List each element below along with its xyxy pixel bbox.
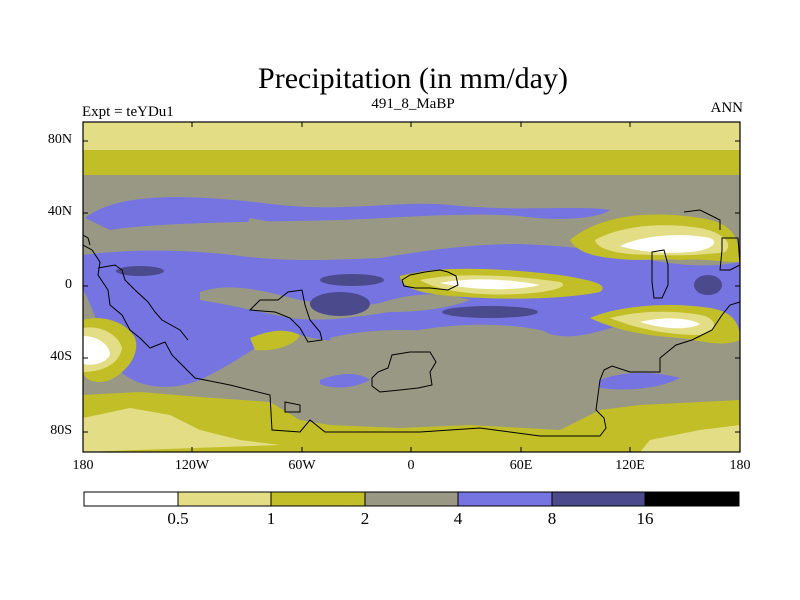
colorbar-swatch-5 (551, 491, 646, 507)
coastline-atlantic-island (248, 289, 323, 343)
lon-label-120e: 120E (615, 458, 645, 473)
contour-dark-1 (116, 266, 164, 276)
coastline-asia-peninsula (651, 249, 669, 299)
lat-label-0: 0 (65, 277, 72, 292)
colorbar-label-16: 16 (636, 509, 654, 528)
coastline-south (83, 244, 740, 437)
contour-asia-lt05 (620, 235, 715, 253)
colorbar-label-2: 2 (360, 509, 370, 528)
colorbar-label-1: 1 (266, 509, 276, 528)
lon-label-120w: 120W (174, 458, 210, 473)
lat-label-80n: 80N (47, 132, 72, 147)
land-outlines (83, 209, 740, 437)
contour-blue-patch-south-2 (320, 374, 370, 388)
colorbar-swatch-1 (177, 491, 272, 507)
coastline-edge (83, 234, 91, 246)
contour-nh-storm-track (85, 197, 610, 230)
coastline-americas (97, 264, 189, 341)
axis-ticks (83, 122, 740, 452)
colorbar-swatch-2 (270, 491, 366, 507)
contour-yellow-patch-1 (250, 330, 300, 351)
contour-dark-4 (442, 306, 538, 318)
colorbar-label-4: 4 (453, 509, 463, 528)
lat-label-40s: 40S (50, 349, 72, 364)
season-label: ANN (710, 100, 744, 116)
colorbar-swatch-6 (644, 491, 740, 507)
contour-grey-patch (248, 218, 390, 246)
lon-label-0: 0 (407, 458, 415, 473)
coastline-africa (401, 269, 459, 291)
contour-dark-2 (320, 274, 384, 286)
contour-blue-patch-south (600, 372, 680, 390)
colorbar-swatch-4 (457, 491, 553, 507)
lon-label-180e: 180 (729, 458, 751, 473)
contour-south-1-2 (83, 392, 740, 452)
coastline-asia-north (683, 209, 721, 230)
colorbar-swatch-0 (83, 491, 179, 507)
contour-dark-5 (694, 275, 722, 295)
lon-label-60w: 60W (288, 458, 316, 473)
contour-tropical-grey-2 (330, 330, 548, 353)
contour-dark-3 (310, 292, 370, 316)
lat-label-40n: 40N (47, 204, 72, 219)
colorbar-label-8: 8 (547, 509, 557, 528)
coastline-asia-east (719, 237, 740, 271)
lon-label-60e: 60E (509, 458, 533, 473)
colorbar (83, 491, 740, 507)
map-title: Precipitation (in mm/day) (258, 62, 568, 95)
contour-field (83, 122, 740, 452)
coastline-island-south (284, 401, 301, 413)
contour-west-lt05 (83, 336, 110, 365)
colorbar-label-0-5: 0.5 (167, 509, 189, 528)
period-label: 491_8_MaBP (371, 96, 455, 112)
coastline-southern-landmass (371, 351, 437, 393)
lat-label-80s: 80S (50, 423, 72, 438)
contour-south-05-1 (83, 408, 740, 452)
lon-label-180w: 180 (72, 458, 94, 473)
contour-africa-lt05 (440, 279, 540, 290)
contour-south-asia-lt05 (640, 318, 700, 329)
experiment-label: Expt = teYDu1 (82, 104, 174, 120)
colorbar-swatch-3 (364, 491, 459, 507)
